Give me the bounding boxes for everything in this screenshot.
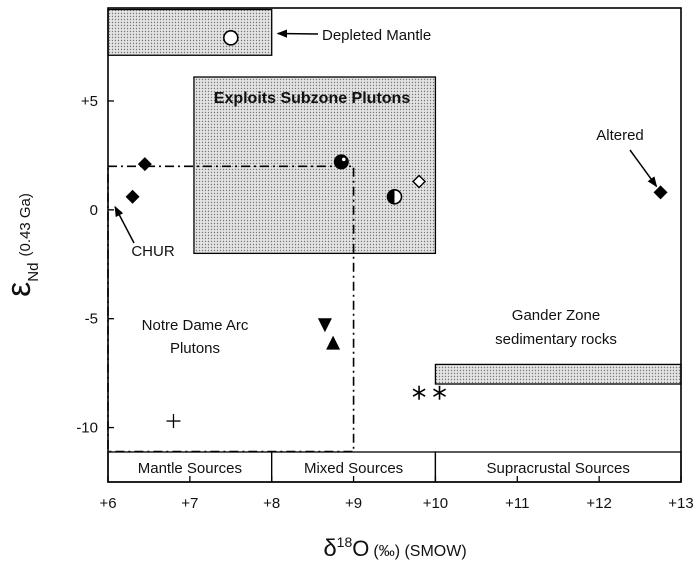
- source-band: [434, 451, 682, 483]
- y-axis-label: εNd (0.43 Ga): [0, 193, 42, 297]
- y-label-sub: Nd: [25, 263, 42, 282]
- marker-part: [412, 174, 427, 189]
- marker-part: [125, 189, 140, 204]
- region: [107, 8, 273, 56]
- marker-part: [317, 318, 332, 333]
- x-label-symbol: δ: [323, 535, 336, 562]
- point: [433, 385, 446, 400]
- marker-part: [137, 157, 152, 172]
- marker-part: [341, 157, 346, 162]
- annotation: CHUR: [131, 243, 174, 260]
- point: [386, 188, 403, 205]
- point: [137, 157, 152, 172]
- x-tick-label: +6: [99, 495, 116, 512]
- x-tick-label: +8: [263, 495, 280, 512]
- source-band-label: Mantle Sources: [138, 460, 242, 477]
- region: [193, 76, 437, 255]
- x-label-unit: (‰) (SMOW): [373, 543, 466, 560]
- marker-part: [412, 388, 426, 397]
- point: [166, 414, 181, 429]
- source-band-label: Mixed Sources: [304, 460, 403, 477]
- y-label-text: (0.43 Ga): [17, 193, 34, 256]
- region-label: Gander Zone: [512, 307, 600, 324]
- marker-part: [653, 185, 668, 200]
- point: [412, 385, 426, 400]
- y-tick-label: -5: [85, 311, 98, 328]
- y-tick-label: +5: [81, 93, 98, 110]
- point: [412, 174, 427, 189]
- point: [317, 318, 332, 333]
- region-label: Notre Dame Arc: [142, 317, 249, 334]
- annotation: Depleted Mantle: [322, 27, 431, 44]
- x-tick-label: +12: [586, 495, 611, 512]
- region-label: Exploits Subzone Plutons: [214, 90, 411, 107]
- marker-part: [333, 154, 349, 170]
- marker-part: [433, 388, 446, 397]
- y-tick-label: 0: [90, 202, 98, 219]
- marker-part: [387, 189, 395, 204]
- source-band-label: Supracrustal Sources: [487, 460, 630, 477]
- annotation-arrow: [629, 149, 658, 188]
- x-axis-label: δ18O (‰) (SMOW): [323, 534, 466, 562]
- annotation-arrow: [276, 29, 319, 38]
- point: [333, 154, 349, 170]
- x-tick-label: +10: [423, 495, 448, 512]
- annotation-arrow: [114, 205, 135, 244]
- plot-frame: [107, 7, 682, 483]
- marker-part: [222, 30, 239, 46]
- point: [125, 189, 140, 204]
- annotation: Altered: [596, 127, 644, 144]
- x-tick-label: +9: [345, 495, 362, 512]
- x-tick-label: +13: [668, 495, 693, 512]
- x-label-main: O: [352, 536, 369, 561]
- x-tick-label: +11: [505, 495, 529, 512]
- x-tick-label: +7: [181, 495, 198, 512]
- region: [434, 363, 682, 385]
- y-tick-label: -10: [76, 420, 98, 437]
- point: [326, 335, 341, 350]
- region-label: sedimentary rocks: [495, 331, 617, 348]
- marker-part: [326, 335, 341, 350]
- y-label-symbol: ε: [0, 282, 38, 297]
- x-label-sup: 18: [337, 534, 353, 550]
- region-label: Plutons: [170, 340, 220, 357]
- point: [653, 185, 668, 200]
- point: [222, 30, 239, 46]
